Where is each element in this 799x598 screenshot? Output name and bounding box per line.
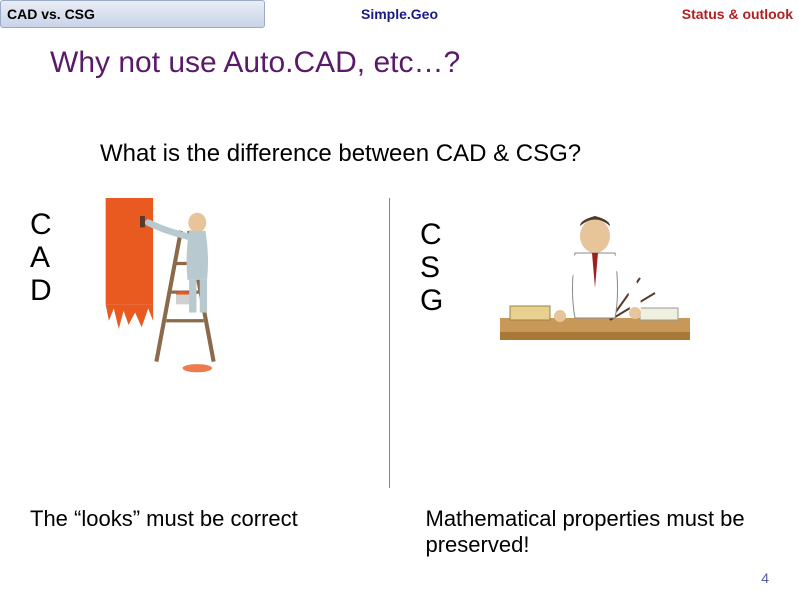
engineer-illustration <box>490 198 700 378</box>
csg-label-s: S <box>420 251 460 284</box>
page-title: Why not use Auto.CAD, etc…? <box>0 28 799 80</box>
caption-row: The “looks” must be correct Mathematical… <box>0 488 799 558</box>
subtitle: What is the difference between CAD & CSG… <box>0 80 799 168</box>
cad-caption: The “looks” must be correct <box>30 506 374 558</box>
cad-label-c: C <box>30 208 70 241</box>
csg-label-g: G <box>420 284 460 317</box>
csg-column: C S G <box>400 198 769 378</box>
comparison-row: C A D <box>0 168 799 488</box>
csg-caption: Mathematical properties must be preserve… <box>396 506 770 558</box>
cad-label-d: D <box>30 274 70 307</box>
page-number: 4 <box>761 570 769 586</box>
nav-tab-cad-vs-csg[interactable]: CAD vs. CSG <box>0 0 265 28</box>
nav-tab-simplegeo[interactable]: Simple.Geo <box>265 0 534 28</box>
nav-bar: CAD vs. CSG Simple.Geo Status & outlook <box>0 0 799 28</box>
cad-label-a: A <box>30 241 70 274</box>
column-divider <box>389 198 390 488</box>
csg-label: C S G <box>420 198 460 317</box>
csg-label-c: C <box>420 218 460 251</box>
painter-illustration <box>80 198 290 378</box>
cad-label: C A D <box>30 198 70 307</box>
nav-tab-status[interactable]: Status & outlook <box>534 0 799 28</box>
cad-column: C A D <box>30 198 379 378</box>
